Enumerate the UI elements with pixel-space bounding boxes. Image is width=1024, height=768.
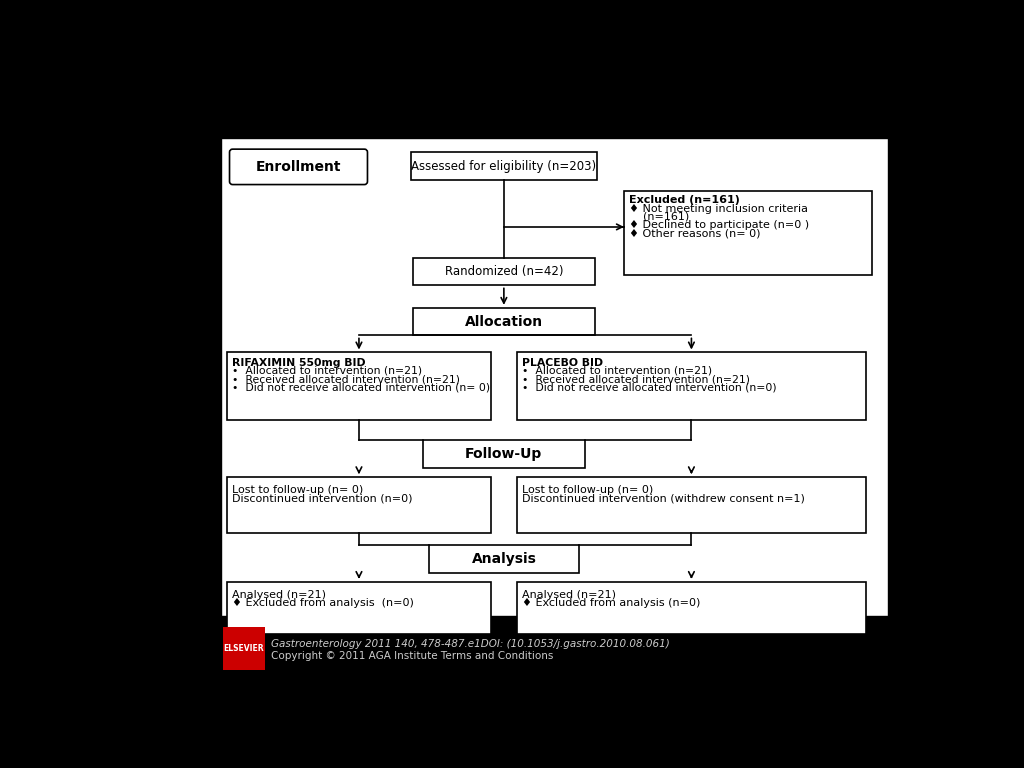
Text: Excluded (n=161): Excluded (n=161) xyxy=(629,195,739,205)
Text: Analysis: Analysis xyxy=(471,551,537,566)
Text: ♦ Other reasons (n= 0): ♦ Other reasons (n= 0) xyxy=(629,229,760,239)
Text: Enrollment: Enrollment xyxy=(256,160,341,174)
Text: (n=161): (n=161) xyxy=(629,212,689,222)
Text: Gastroenterology 2011 140, 478-487.e1DOI: (10.1053/j.gastro.2010.08.061): Gastroenterology 2011 140, 478-487.e1DOI… xyxy=(271,639,670,649)
Text: Analysed (n=21): Analysed (n=21) xyxy=(231,590,326,600)
FancyBboxPatch shape xyxy=(624,190,872,276)
Text: •  Allocated to intervention (n=21): • Allocated to intervention (n=21) xyxy=(231,366,422,376)
Text: •  Did not receive allocated intervention (n= 0): • Did not receive allocated intervention… xyxy=(231,382,489,392)
Text: ♦ Declined to participate (n=0 ): ♦ Declined to participate (n=0 ) xyxy=(629,220,809,230)
Text: •  Allocated to intervention (n=21): • Allocated to intervention (n=21) xyxy=(521,366,712,376)
Text: ♦ Not meeting inclusion criteria: ♦ Not meeting inclusion criteria xyxy=(629,204,808,214)
FancyBboxPatch shape xyxy=(227,353,490,420)
Text: Assessed for eligibility (n=203): Assessed for eligibility (n=203) xyxy=(412,160,596,173)
Text: Randomized (n=42): Randomized (n=42) xyxy=(444,265,563,278)
Text: Follow-Up: Follow-Up xyxy=(465,447,543,461)
FancyBboxPatch shape xyxy=(221,138,888,616)
FancyBboxPatch shape xyxy=(411,152,597,180)
Text: Allocation: Allocation xyxy=(465,315,543,329)
Text: Discontinued intervention (withdrew consent n=1): Discontinued intervention (withdrew cons… xyxy=(521,493,805,503)
FancyBboxPatch shape xyxy=(227,477,490,532)
Text: PLACEBO BID: PLACEBO BID xyxy=(521,358,603,368)
Text: •  Did not receive allocated intervention (n=0): • Did not receive allocated intervention… xyxy=(521,382,776,392)
FancyBboxPatch shape xyxy=(423,440,586,468)
FancyBboxPatch shape xyxy=(229,149,368,184)
Text: •  Received allocated intervention (n=21): • Received allocated intervention (n=21) xyxy=(231,374,460,384)
Text: Discontinued intervention (n=0): Discontinued intervention (n=0) xyxy=(231,493,413,503)
Text: ♦ Excluded from analysis (n=0): ♦ Excluded from analysis (n=0) xyxy=(521,598,700,608)
Text: Lost to follow-up (n= 0): Lost to follow-up (n= 0) xyxy=(521,485,653,495)
FancyBboxPatch shape xyxy=(414,258,595,286)
FancyBboxPatch shape xyxy=(429,545,579,573)
FancyBboxPatch shape xyxy=(517,353,866,420)
FancyBboxPatch shape xyxy=(517,477,866,532)
FancyBboxPatch shape xyxy=(517,582,866,634)
Text: Lost to follow-up (n= 0): Lost to follow-up (n= 0) xyxy=(231,485,364,495)
FancyBboxPatch shape xyxy=(414,308,595,336)
FancyBboxPatch shape xyxy=(227,582,490,634)
Text: Analysed (n=21): Analysed (n=21) xyxy=(521,590,615,600)
Text: RIFAXIMIN 550mg BID: RIFAXIMIN 550mg BID xyxy=(231,358,366,368)
Text: Copyright © 2011 AGA Institute Terms and Conditions: Copyright © 2011 AGA Institute Terms and… xyxy=(271,651,554,661)
Text: •  Received allocated intervention (n=21): • Received allocated intervention (n=21) xyxy=(521,374,750,384)
Text: ♦ Excluded from analysis  (n=0): ♦ Excluded from analysis (n=0) xyxy=(231,598,414,608)
FancyBboxPatch shape xyxy=(222,627,265,670)
Text: Supplementary Figure 1: Supplementary Figure 1 xyxy=(408,106,642,125)
Text: ELSEVIER: ELSEVIER xyxy=(223,644,264,653)
